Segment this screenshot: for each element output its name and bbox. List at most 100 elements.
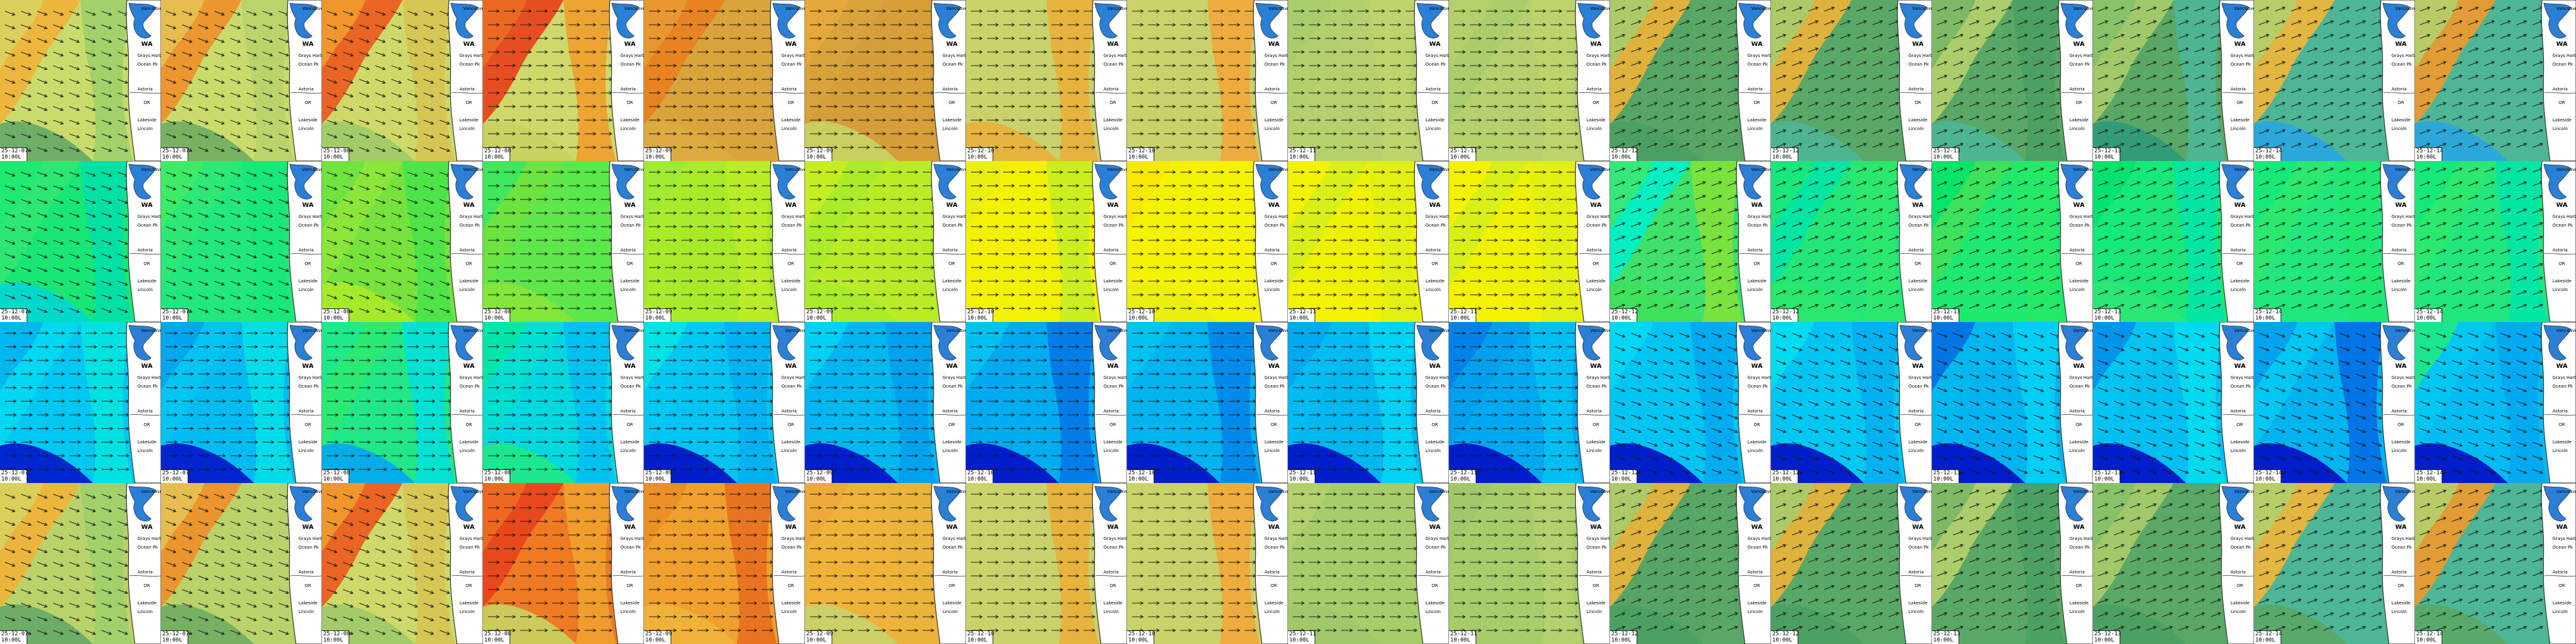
wind-arrow — [440, 468, 452, 471]
wind-arrow — [713, 345, 726, 349]
wind-arrow — [1534, 23, 1547, 27]
wind-arrow — [1148, 118, 1160, 122]
wind-arrow — [214, 226, 225, 232]
wind-arrow — [2419, 129, 2430, 134]
puget-sound — [1094, 2, 1123, 38]
wind-arrow — [262, 11, 273, 16]
wind-arrow — [1567, 440, 1579, 444]
wind-arrow — [568, 399, 581, 403]
city-label: Vancouver — [624, 6, 644, 11]
city-label: Vancouver — [2234, 167, 2254, 172]
wind-arrow — [1454, 198, 1466, 201]
wind-arrow — [1470, 184, 1482, 188]
forecast-date: 25-12-13 — [1933, 309, 1960, 315]
wind-arrow — [552, 427, 565, 430]
land-mass — [126, 0, 161, 161]
city-label: OR — [627, 261, 633, 266]
wind-arrow — [1502, 77, 1515, 81]
wind-arrow — [1647, 129, 1658, 134]
wind-arrow — [359, 51, 370, 57]
city-label: Ocean Pk — [2391, 62, 2412, 67]
wind-arrow — [1534, 105, 1547, 108]
wind-arrow — [1035, 372, 1048, 376]
wind-arrow — [649, 198, 661, 201]
wind-arrow — [391, 399, 404, 403]
wind-arrow — [826, 91, 838, 95]
wind-arrow — [327, 331, 339, 335]
wind-arrow — [1856, 235, 1867, 241]
wind-arrow — [1614, 6, 1625, 12]
wind-arrow — [858, 359, 871, 362]
wind-arrow — [391, 281, 402, 286]
wind-arrow — [1518, 170, 1531, 174]
wind-arrow — [2274, 208, 2286, 214]
wind-arrow — [1019, 399, 1032, 403]
wind-arrow — [214, 212, 225, 218]
wind-arrow — [1824, 61, 1835, 66]
wind-arrow — [2258, 181, 2269, 186]
forecast-date: 25-12-09 — [806, 148, 833, 154]
wind-arrow — [2210, 47, 2221, 53]
wind-arrow — [2452, 142, 2463, 148]
city-label: Lincoln — [620, 448, 636, 453]
wind-arrow — [1824, 303, 1835, 309]
wind-arrow — [1502, 118, 1515, 122]
wind-arrow — [681, 132, 694, 136]
wind-arrow — [1872, 442, 1883, 447]
wind-arrow — [697, 307, 710, 310]
wind-arrow — [971, 91, 983, 95]
wind-arrow — [20, 281, 32, 286]
wind-arrow — [1084, 468, 1096, 471]
wind-arrow — [1872, 346, 1883, 352]
city-label: OR — [2076, 100, 2082, 105]
wind-arrow — [729, 225, 742, 228]
wind-arrow — [1373, 184, 1386, 188]
wind-arrow — [2113, 167, 2125, 173]
wind-arrow — [2130, 442, 2141, 447]
city-label: Astoria — [620, 87, 636, 92]
wind-arrow — [971, 132, 983, 136]
wind-arrow — [1470, 399, 1482, 403]
forecast-map-tile: WAVancouverGrays HarborOcean PkAstoriaOR… — [1449, 0, 1610, 161]
wind-arrow — [1647, 290, 1658, 295]
wind-arrow — [1196, 413, 1209, 417]
contour-band — [402, 322, 455, 483]
wind-arrow — [1534, 252, 1547, 256]
contour-band — [1690, 161, 1743, 322]
wind-arrow — [263, 331, 275, 335]
wind-arrow — [1357, 105, 1370, 108]
wind-arrow — [2371, 47, 2382, 53]
wind-arrow — [1164, 266, 1177, 269]
wind-arrow — [1534, 64, 1547, 67]
wind-arrow — [1872, 208, 1883, 214]
wind-arrow — [1630, 142, 1642, 148]
wind-arrow — [1406, 468, 1418, 471]
wind-arrow — [1985, 249, 1996, 255]
wind-arrow — [166, 399, 178, 403]
wind-arrow — [2017, 208, 2028, 214]
wind-arrow — [278, 65, 289, 71]
forecast-time: 10:00L — [1289, 154, 1310, 160]
wind-arrow — [2452, 129, 2463, 134]
wind-arrow — [1180, 331, 1193, 335]
city-label: Lakeside — [459, 440, 479, 445]
wind-arrow — [37, 454, 50, 458]
wind-arrow — [2146, 290, 2157, 295]
wind-arrow — [2017, 455, 2028, 461]
wind-arrow — [1390, 211, 1402, 215]
wind-arrow — [890, 399, 903, 403]
wind-arrow — [1148, 9, 1160, 13]
wind-arrow — [230, 120, 241, 125]
wind-arrow — [391, 172, 402, 177]
land-mass — [770, 161, 805, 322]
wind-arrow — [520, 64, 533, 67]
wind-arrow — [681, 225, 694, 228]
wind-arrow — [1068, 454, 1080, 458]
wind-arrow — [649, 91, 661, 95]
wind-arrow — [665, 225, 677, 228]
wind-arrow — [746, 211, 758, 215]
wind-arrow — [681, 413, 694, 417]
wind-arrow — [746, 77, 758, 81]
contour-band — [2254, 161, 2297, 229]
wind-arrow — [1390, 372, 1402, 376]
